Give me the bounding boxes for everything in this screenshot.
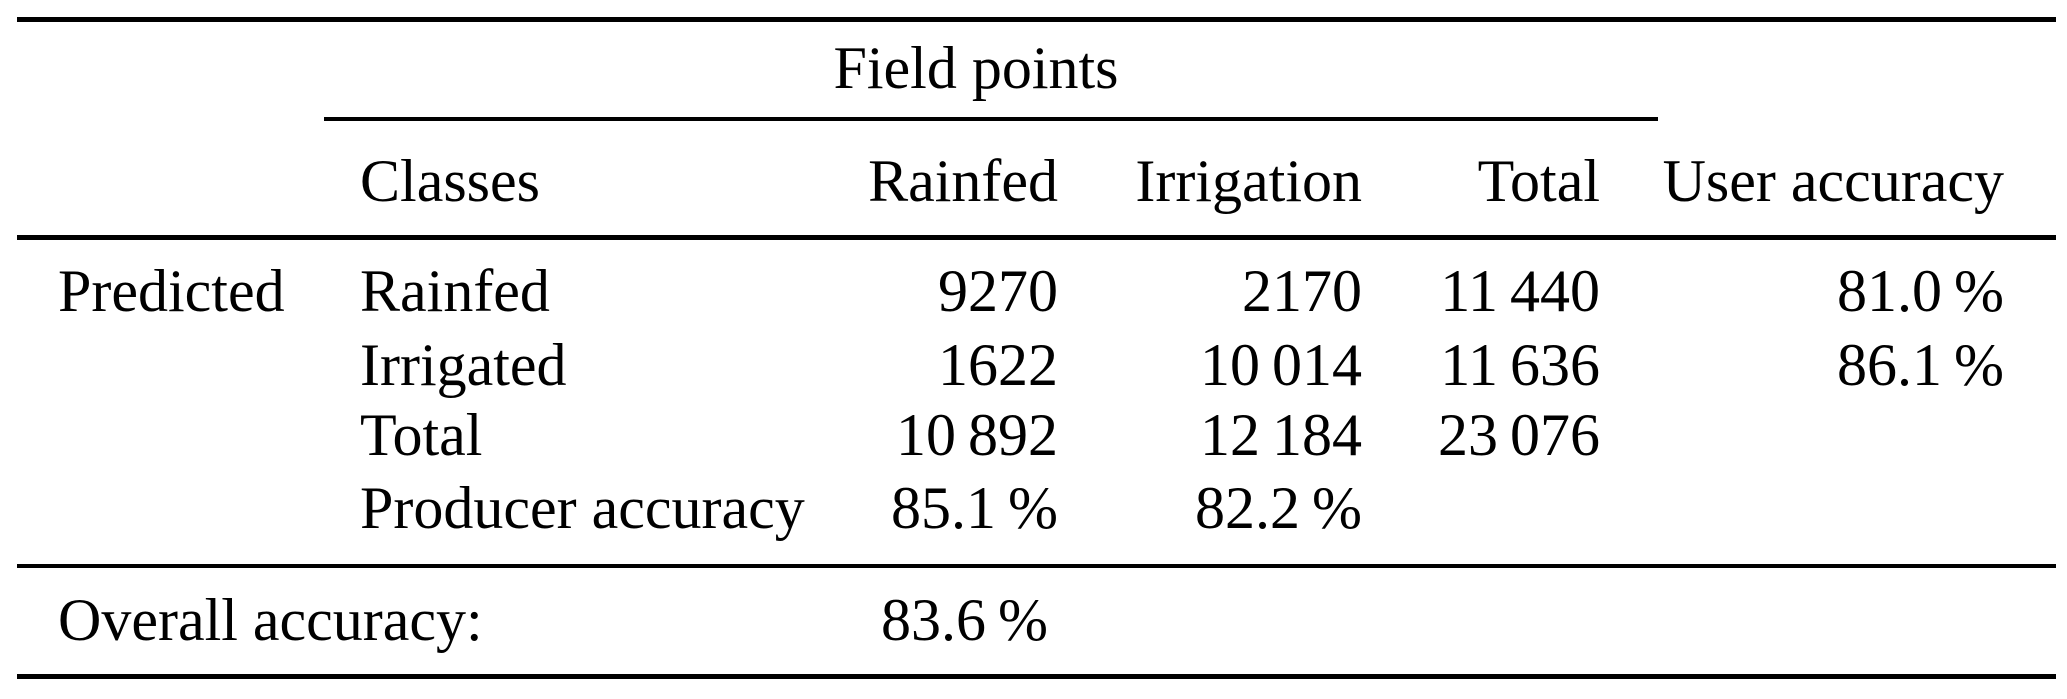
bottom-rule	[17, 674, 2056, 679]
top-rule	[17, 17, 2056, 22]
cell-total: 11 440	[1440, 258, 1600, 324]
cell-irrigation: 82.2 %	[1195, 475, 1362, 541]
col-header-user-accuracy: User accuracy	[1662, 148, 2004, 214]
cell-total: 11 636	[1440, 332, 1600, 398]
overall-accuracy-label: Overall accuracy:	[58, 587, 483, 653]
col-header-irrigation: Irrigation	[1135, 148, 1362, 214]
cell-irrigation: 12 184	[1199, 402, 1362, 468]
field-points-rule	[324, 117, 1658, 121]
col-header-total: Total	[1477, 148, 1600, 214]
col-header-rainfed: Rainfed	[868, 148, 1058, 214]
row-label: Total	[360, 402, 483, 468]
cell-rainfed: 1622	[938, 332, 1058, 398]
cell-rainfed: 9270	[938, 258, 1058, 324]
cell-irrigation: 2170	[1242, 258, 1362, 324]
mid-rule	[17, 564, 2056, 568]
cell-total: 23 076	[1437, 402, 1600, 468]
cell-user-accuracy: 86.1 %	[1837, 332, 2004, 398]
row-label: Producer accuracy	[360, 475, 805, 541]
col-header-classes: Classes	[360, 148, 540, 214]
row-label: Rainfed	[360, 258, 550, 324]
header-rule	[17, 235, 2056, 240]
overall-accuracy-value: 83.6 %	[881, 587, 1048, 653]
cell-user-accuracy: 81.0 %	[1837, 258, 2004, 324]
row-group-label: Predicted	[58, 258, 285, 324]
cell-rainfed: 85.1 %	[891, 475, 1058, 541]
row-label: Irrigated	[360, 332, 567, 398]
cell-rainfed: 10 892	[895, 402, 1058, 468]
cell-irrigation: 10 014	[1199, 332, 1362, 398]
field-points-group-header: Field points	[833, 35, 1119, 101]
